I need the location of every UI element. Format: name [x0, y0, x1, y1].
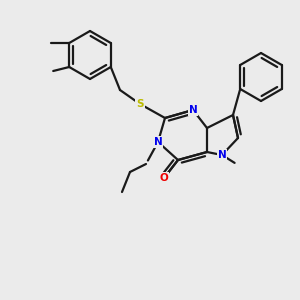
- Text: N: N: [189, 105, 197, 115]
- Text: N: N: [154, 137, 162, 147]
- Text: N: N: [218, 150, 226, 160]
- Text: S: S: [136, 99, 144, 109]
- Text: O: O: [160, 173, 168, 183]
